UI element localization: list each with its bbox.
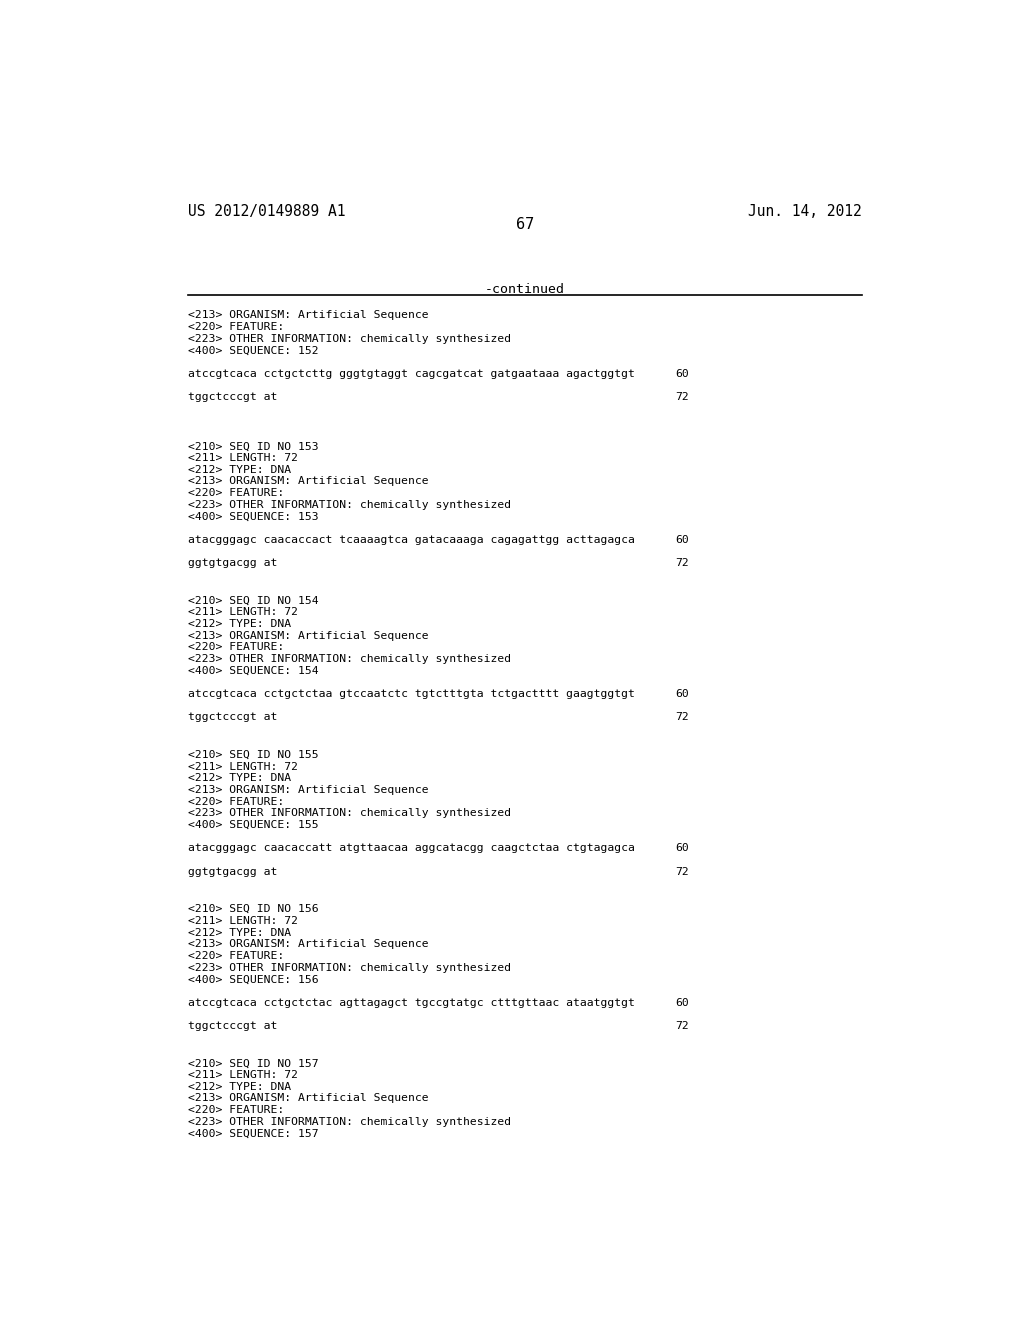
Text: <223> OTHER INFORMATION: chemically synthesized: <223> OTHER INFORMATION: chemically synt… xyxy=(187,334,511,343)
Text: <223> OTHER INFORMATION: chemically synthesized: <223> OTHER INFORMATION: chemically synt… xyxy=(187,653,511,664)
Text: 72: 72 xyxy=(676,392,689,403)
Text: <213> ORGANISM: Artificial Sequence: <213> ORGANISM: Artificial Sequence xyxy=(187,940,428,949)
Text: <223> OTHER INFORMATION: chemically synthesized: <223> OTHER INFORMATION: chemically synt… xyxy=(187,808,511,818)
Text: 72: 72 xyxy=(676,558,689,568)
Text: atacgggagc caacaccact tcaaaagtca gatacaaaga cagagattgg acttagagca: atacgggagc caacaccact tcaaaagtca gatacaa… xyxy=(187,535,635,545)
Text: 72: 72 xyxy=(676,713,689,722)
Text: <400> SEQUENCE: 156: <400> SEQUENCE: 156 xyxy=(187,974,318,985)
Text: <210> SEQ ID NO 153: <210> SEQ ID NO 153 xyxy=(187,441,318,451)
Text: <210> SEQ ID NO 154: <210> SEQ ID NO 154 xyxy=(187,595,318,606)
Text: <220> FEATURE:: <220> FEATURE: xyxy=(187,643,284,652)
Text: <220> FEATURE:: <220> FEATURE: xyxy=(187,322,284,333)
Text: 72: 72 xyxy=(676,867,689,876)
Text: <223> OTHER INFORMATION: chemically synthesized: <223> OTHER INFORMATION: chemically synt… xyxy=(187,962,511,973)
Text: <400> SEQUENCE: 154: <400> SEQUENCE: 154 xyxy=(187,665,318,676)
Text: tggctcccgt at: tggctcccgt at xyxy=(187,1020,276,1031)
Text: 60: 60 xyxy=(676,689,689,700)
Text: <212> TYPE: DNA: <212> TYPE: DNA xyxy=(187,619,291,628)
Text: <210> SEQ ID NO 157: <210> SEQ ID NO 157 xyxy=(187,1059,318,1068)
Text: <220> FEATURE:: <220> FEATURE: xyxy=(187,796,284,807)
Text: <213> ORGANISM: Artificial Sequence: <213> ORGANISM: Artificial Sequence xyxy=(187,477,428,486)
Text: <210> SEQ ID NO 155: <210> SEQ ID NO 155 xyxy=(187,750,318,760)
Text: atccgtcaca cctgctcttg gggtgtaggt cagcgatcat gatgaataaa agactggtgt: atccgtcaca cctgctcttg gggtgtaggt cagcgat… xyxy=(187,368,635,379)
Text: tggctcccgt at: tggctcccgt at xyxy=(187,713,276,722)
Text: <223> OTHER INFORMATION: chemically synthesized: <223> OTHER INFORMATION: chemically synt… xyxy=(187,500,511,510)
Text: <210> SEQ ID NO 156: <210> SEQ ID NO 156 xyxy=(187,904,318,915)
Text: <212> TYPE: DNA: <212> TYPE: DNA xyxy=(187,1082,291,1092)
Text: <211> LENGTH: 72: <211> LENGTH: 72 xyxy=(187,1071,298,1080)
Text: 60: 60 xyxy=(676,998,689,1007)
Text: <213> ORGANISM: Artificial Sequence: <213> ORGANISM: Artificial Sequence xyxy=(187,310,428,321)
Text: ggtgtgacgg at: ggtgtgacgg at xyxy=(187,558,276,568)
Text: <211> LENGTH: 72: <211> LENGTH: 72 xyxy=(187,916,298,925)
Text: <220> FEATURE:: <220> FEATURE: xyxy=(187,488,284,498)
Text: <211> LENGTH: 72: <211> LENGTH: 72 xyxy=(187,762,298,771)
Text: <211> LENGTH: 72: <211> LENGTH: 72 xyxy=(187,607,298,618)
Text: <220> FEATURE:: <220> FEATURE: xyxy=(187,1105,284,1115)
Text: ggtgtgacgg at: ggtgtgacgg at xyxy=(187,867,276,876)
Text: atccgtcaca cctgctctac agttagagct tgccgtatgc ctttgttaac ataatggtgt: atccgtcaca cctgctctac agttagagct tgccgta… xyxy=(187,998,635,1007)
Text: 60: 60 xyxy=(676,368,689,379)
Text: <213> ORGANISM: Artificial Sequence: <213> ORGANISM: Artificial Sequence xyxy=(187,785,428,795)
Text: <400> SEQUENCE: 152: <400> SEQUENCE: 152 xyxy=(187,346,318,355)
Text: atccgtcaca cctgctctaa gtccaatctc tgtctttgta tctgactttt gaagtggtgt: atccgtcaca cctgctctaa gtccaatctc tgtcttt… xyxy=(187,689,635,700)
Text: <400> SEQUENCE: 157: <400> SEQUENCE: 157 xyxy=(187,1129,318,1139)
Text: <223> OTHER INFORMATION: chemically synthesized: <223> OTHER INFORMATION: chemically synt… xyxy=(187,1117,511,1127)
Text: 60: 60 xyxy=(676,843,689,853)
Text: 72: 72 xyxy=(676,1020,689,1031)
Text: <212> TYPE: DNA: <212> TYPE: DNA xyxy=(187,928,291,937)
Text: atacgggagc caacaccatt atgttaacaa aggcatacgg caagctctaa ctgtagagca: atacgggagc caacaccatt atgttaacaa aggcata… xyxy=(187,843,635,853)
Text: 60: 60 xyxy=(676,535,689,545)
Text: <212> TYPE: DNA: <212> TYPE: DNA xyxy=(187,774,291,783)
Text: <220> FEATURE:: <220> FEATURE: xyxy=(187,950,284,961)
Text: <212> TYPE: DNA: <212> TYPE: DNA xyxy=(187,465,291,475)
Text: 67: 67 xyxy=(516,218,534,232)
Text: <400> SEQUENCE: 155: <400> SEQUENCE: 155 xyxy=(187,820,318,830)
Text: Jun. 14, 2012: Jun. 14, 2012 xyxy=(749,205,862,219)
Text: <211> LENGTH: 72: <211> LENGTH: 72 xyxy=(187,453,298,463)
Text: <400> SEQUENCE: 153: <400> SEQUENCE: 153 xyxy=(187,511,318,521)
Text: <213> ORGANISM: Artificial Sequence: <213> ORGANISM: Artificial Sequence xyxy=(187,1093,428,1104)
Text: <213> ORGANISM: Artificial Sequence: <213> ORGANISM: Artificial Sequence xyxy=(187,631,428,640)
Text: tggctcccgt at: tggctcccgt at xyxy=(187,392,276,403)
Text: US 2012/0149889 A1: US 2012/0149889 A1 xyxy=(187,205,345,219)
Text: -continued: -continued xyxy=(484,284,565,297)
